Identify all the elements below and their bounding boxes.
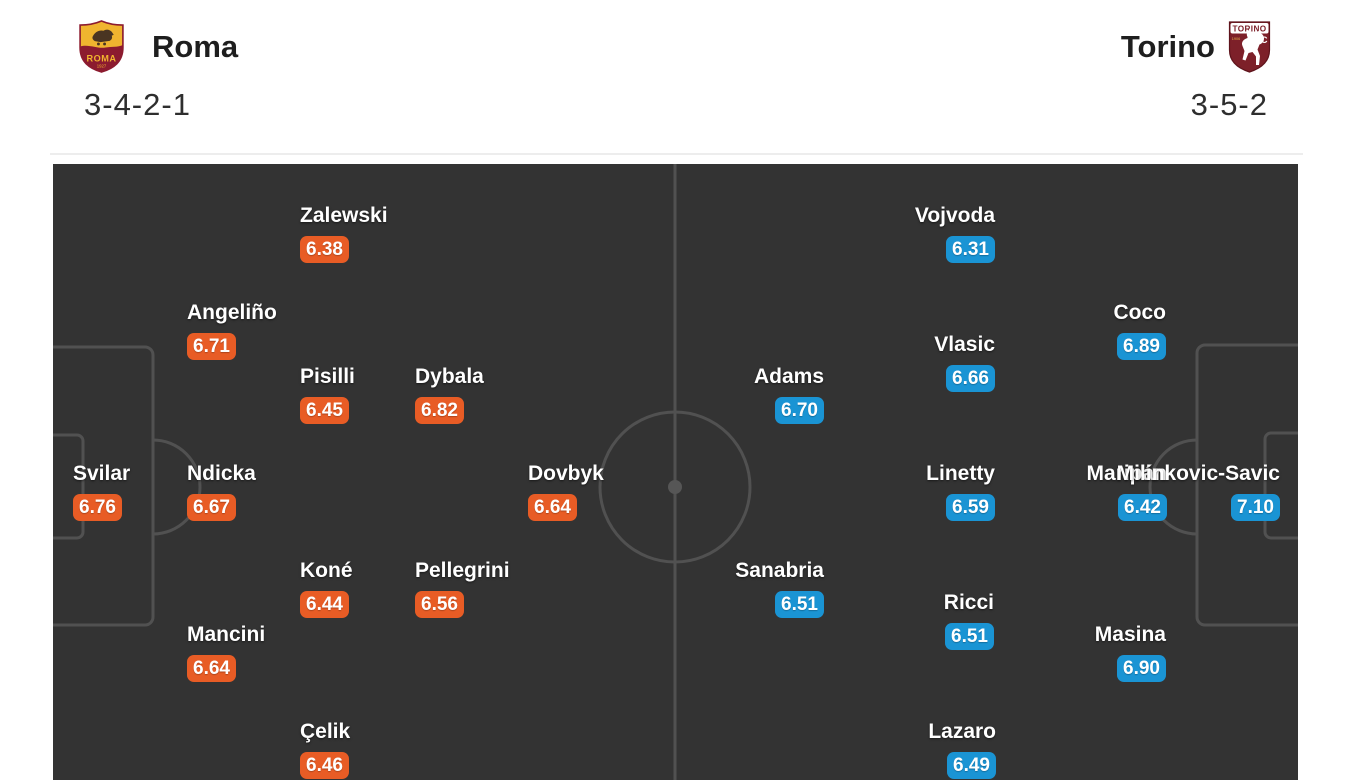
player-name: Dovbyk (528, 462, 604, 485)
player[interactable]: Pellegrini 6.56 (415, 560, 510, 618)
home-team-name: Roma (152, 29, 239, 64)
pitch-markings (53, 164, 1298, 780)
player-rating-badge: 6.46 (300, 752, 349, 779)
player-name: Adams (753, 365, 824, 388)
player-name: Masina (1094, 623, 1166, 646)
right-goal-area (1263, 431, 1298, 540)
roma-crest-text: ROMA (86, 53, 116, 63)
roma-wolf-icon (92, 29, 114, 43)
center-spot (668, 480, 682, 494)
player-rating-badge: 6.89 (1117, 333, 1166, 360)
football-pitch: Svilar 6.76 Ndicka 6.67 Angeliño 6.71 Ma… (53, 164, 1298, 780)
player-name: Maripán (1086, 462, 1167, 485)
player[interactable]: Vojvoda 6.31 (915, 205, 995, 263)
center-circle (598, 410, 752, 564)
player-rating-badge: 7.10 (1231, 494, 1280, 521)
player-rating-badge: 6.31 (946, 236, 995, 263)
player-name: Dybala (415, 365, 484, 388)
home-formation: 3-4-2-1 (84, 87, 191, 122)
player[interactable]: Coco 6.89 (1113, 301, 1167, 360)
player-name: Vojvoda (914, 204, 995, 227)
left-goal-area (53, 433, 85, 540)
player[interactable]: Masina 6.90 (1095, 624, 1166, 682)
player[interactable]: Angeliño 6.71 (187, 302, 277, 360)
right-penalty-area (1195, 343, 1298, 627)
torino-crest-icon: TORINO 1906 FC (1228, 21, 1271, 73)
player[interactable]: Mancini 6.64 (187, 624, 265, 682)
torino-crest-text: TORINO (1232, 24, 1266, 33)
player[interactable]: Vlasic 6.66 (934, 334, 995, 392)
player[interactable]: Adams 6.70 (754, 366, 824, 424)
right-penalty-arc (1148, 438, 1198, 536)
player[interactable]: Koné 6.44 (300, 560, 353, 618)
player-rating-badge: 6.71 (187, 333, 236, 360)
away-team-header[interactable]: Torino TORINO 1906 FC (1121, 20, 1272, 73)
player-name: Ndicka (187, 462, 256, 485)
torino-bull-icon (1242, 29, 1264, 65)
player-rating-badge: 6.56 (415, 591, 464, 618)
player[interactable]: Dybala 6.82 (415, 366, 484, 424)
player-name: Lazaro (928, 720, 996, 743)
player-name: Svilar (73, 462, 131, 485)
roma-crest-icon: ROMA 1927 (79, 20, 124, 73)
player-rating-badge: 6.45 (300, 397, 349, 424)
player-rating-badge: 6.70 (775, 397, 824, 424)
player-rating-badge: 6.90 (1117, 655, 1166, 682)
player[interactable]: Zalewski 6.38 (300, 205, 388, 263)
left-penalty-arc (152, 438, 202, 536)
home-team-header[interactable]: ROMA 1927 Roma (79, 20, 238, 73)
player-rating-badge: 6.44 (300, 591, 349, 618)
player[interactable]: Ndicka 6.67 (187, 463, 256, 521)
player-name: Koné (300, 559, 353, 582)
player[interactable]: Svilar 6.76 (73, 463, 130, 521)
player-name: Angeliño (187, 301, 277, 324)
player-name: Çelik (300, 720, 351, 743)
player[interactable]: Maripán 6.42 (1086, 463, 1167, 521)
torino-crest-year: 1906 (1232, 37, 1240, 41)
player-rating-badge: 6.64 (187, 655, 236, 682)
player-name: Pellegrini (415, 559, 510, 582)
player-name: Linetty (926, 462, 995, 485)
player-rating-badge: 6.51 (945, 623, 994, 650)
left-penalty-area (53, 345, 155, 627)
player[interactable]: Lazaro 6.49 (928, 721, 996, 779)
player[interactable]: Pisilli 6.45 (300, 366, 355, 424)
player-name: Sanabria (735, 559, 824, 582)
player-rating-badge: 6.64 (528, 494, 577, 521)
header-separator (50, 153, 1303, 155)
player-rating-badge: 6.42 (1118, 494, 1167, 521)
player-name: Pisilli (300, 365, 355, 388)
player-name: Coco (1113, 301, 1167, 324)
player[interactable]: Sanabria 6.51 (735, 560, 824, 618)
player-rating-badge: 6.38 (300, 236, 349, 263)
player-rating-badge: 6.51 (775, 591, 824, 618)
player-name: Zalewski (300, 204, 388, 227)
player-name: Mancini (187, 623, 266, 646)
player-rating-badge: 6.67 (187, 494, 236, 521)
player-name: Ricci (943, 591, 994, 614)
away-team-name: Torino (1120, 29, 1215, 64)
player[interactable]: Linetty 6.59 (926, 463, 995, 521)
player-rating-badge: 6.59 (946, 494, 995, 521)
roma-crest-year: 1927 (97, 63, 107, 68)
player-rating-badge: 6.66 (946, 365, 995, 392)
player-rating-badge: 6.76 (73, 494, 122, 521)
player[interactable]: Çelik 6.46 (300, 721, 350, 779)
player-name: Vlasic (934, 333, 995, 356)
player[interactable]: Ricci 6.51 (944, 592, 994, 650)
player[interactable]: Milinkovic-Savic 7.10 (1117, 463, 1280, 521)
player[interactable]: Dovbyk 6.64 (528, 463, 604, 521)
player-rating-badge: 6.82 (415, 397, 464, 424)
away-formation: 3-5-2 (1190, 87, 1268, 122)
player-name: Milinkovic-Savic (1116, 462, 1280, 485)
player-rating-badge: 6.49 (947, 752, 996, 779)
